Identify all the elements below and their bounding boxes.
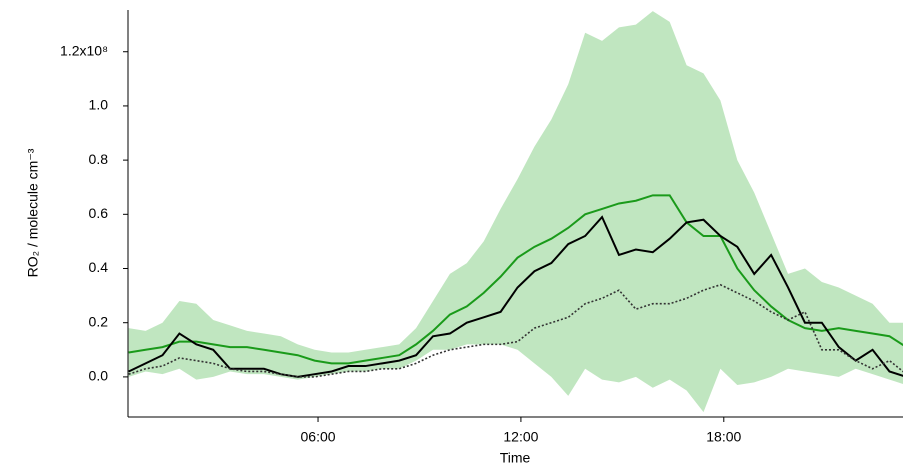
x-axis-label: Time [500, 450, 531, 466]
y-tick-label: 1.2x10⁸ [60, 42, 108, 58]
y-tick-label: 0.0 [89, 368, 109, 384]
y-tick-label: 1.0 [89, 97, 109, 113]
x-tick-label: 06:00 [301, 429, 336, 445]
y-axis-label: RO₂ / molecule cm⁻³ [25, 148, 41, 277]
y-tick-label: 0.8 [89, 151, 109, 167]
y-tick-label: 0.6 [89, 205, 109, 221]
x-tick-label: 18:00 [706, 429, 741, 445]
y-tick-label: 0.4 [89, 259, 109, 275]
series-line [128, 194, 903, 365]
x-tick-label: 12:00 [503, 429, 538, 445]
y-tick-label: 0.2 [89, 313, 109, 329]
series-line [128, 283, 903, 378]
plot-area [128, 11, 903, 413]
series-line [128, 215, 903, 378]
range-band [128, 11, 903, 413]
